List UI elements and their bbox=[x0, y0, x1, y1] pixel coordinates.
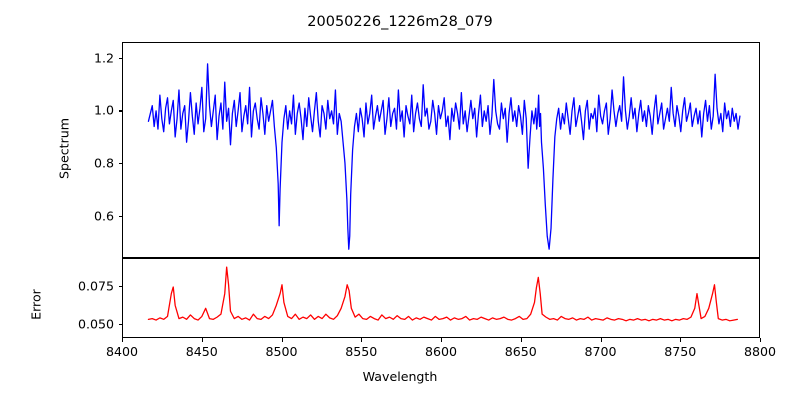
x-axis-tick-label: 8750 bbox=[664, 344, 697, 359]
x-axis-tick-label: 8450 bbox=[185, 344, 218, 359]
spectrum-y-tick-label: 1.2 bbox=[93, 50, 114, 66]
page-title: 20050226_1226m28_079 bbox=[307, 14, 493, 30]
error-y-tick-mark bbox=[118, 285, 122, 288]
spectrum-y-tick-mark bbox=[118, 215, 122, 217]
error-series bbox=[147, 266, 739, 322]
x-axis-tick-mark bbox=[281, 338, 283, 342]
x-axis-tick-mark bbox=[760, 338, 762, 342]
x-axis-tick-label: 8800 bbox=[743, 344, 777, 359]
error-y-tick-mark bbox=[118, 323, 122, 325]
error-y-tick-label: 0.050 bbox=[77, 316, 114, 332]
spectrum-y-tick-mark bbox=[118, 57, 122, 59]
x-axis-tick-label: 8400 bbox=[105, 344, 139, 359]
spectrum-y-tick-mark bbox=[118, 163, 122, 165]
x-axis-tick-mark bbox=[201, 338, 203, 342]
x-axis-tick-mark bbox=[680, 338, 682, 342]
x-axis-tick-label: 8600 bbox=[424, 344, 458, 359]
x-axis-label: Wavelength bbox=[362, 369, 438, 384]
x-axis-tick-label: 8500 bbox=[265, 344, 298, 359]
x-axis-tick-mark bbox=[361, 338, 363, 342]
x-axis-tick-mark bbox=[122, 338, 124, 342]
spectrum-y-tick-label: 0.6 bbox=[93, 208, 114, 224]
x-axis-tick-mark bbox=[441, 338, 443, 342]
spectrum-y-tick-mark bbox=[118, 110, 122, 112]
spectrum-series bbox=[147, 63, 741, 250]
x-axis-tick-label: 8700 bbox=[584, 344, 617, 359]
error-y-tick-label: 0.075 bbox=[77, 278, 114, 294]
x-axis-tick-mark bbox=[520, 338, 522, 342]
x-axis-tick-label: 8650 bbox=[504, 344, 537, 359]
spectrum-y-tick-label: 0.8 bbox=[93, 155, 114, 171]
x-axis-tick-mark bbox=[600, 338, 602, 342]
spectrum-y-tick-label: 1.0 bbox=[93, 102, 114, 118]
spectrum-plot-area bbox=[122, 42, 760, 258]
x-axis-tick-label: 8550 bbox=[345, 344, 378, 359]
error-plot-area bbox=[122, 258, 760, 338]
